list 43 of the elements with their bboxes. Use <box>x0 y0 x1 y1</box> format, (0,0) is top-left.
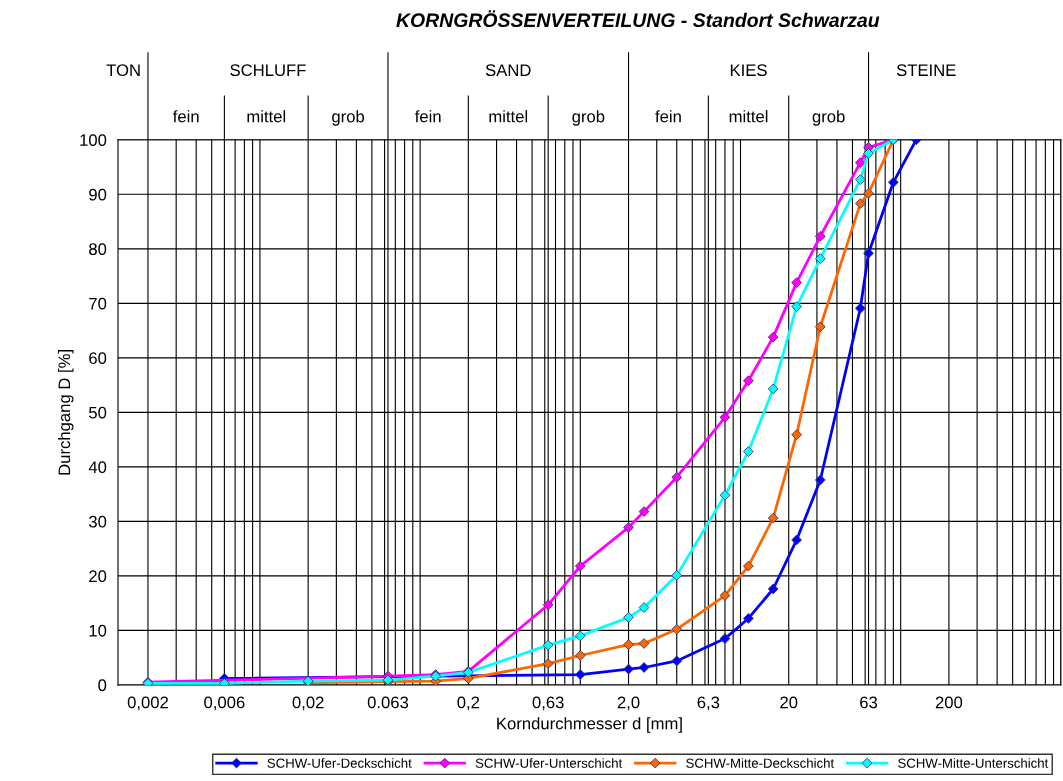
text: grob <box>572 110 605 126</box>
text: fein <box>172 110 199 123</box>
text: fein <box>414 110 441 123</box>
text: grob <box>332 110 365 126</box>
y-axis-title: Durchgang D [%] <box>57 350 74 475</box>
x-tick-label: 20 <box>780 696 798 709</box>
chart-title: KORNGRÖSSENVERTEILUNG - Standort Schwarzau <box>396 10 880 28</box>
y-tick-label: 50 <box>89 406 107 419</box>
x-tick-label: 0,006 <box>204 696 245 711</box>
text: SAND <box>485 64 531 77</box>
text: STEINE <box>896 64 956 77</box>
legend-label: SCHW-Mitte-Unterschicht <box>898 758 1049 768</box>
y-tick-label: 0 <box>98 679 107 692</box>
legend-label: SCHW-Ufer-Unterschicht <box>475 758 623 768</box>
text: mittel <box>729 110 768 123</box>
y-tick-label: 90 <box>89 188 107 201</box>
text: mittel <box>247 110 286 123</box>
text: grob <box>812 110 845 126</box>
x-tick-label: 2,0 <box>617 696 640 711</box>
y-tick-label: 60 <box>89 352 107 365</box>
x-tick-label: 0,63 <box>532 696 564 711</box>
y-tick-label: 100 <box>80 134 107 146</box>
x-axis-title: Korndurchmesser d [mm] <box>497 717 682 733</box>
x-tick-label: 0.063 <box>367 696 409 709</box>
x-tick-label: 63 <box>860 696 878 709</box>
x-tick-label: 6,3 <box>697 696 720 711</box>
text: fein <box>655 110 681 123</box>
y-tick-label: 10 <box>89 624 107 637</box>
x-tick-label: 0,02 <box>292 696 324 711</box>
x-tick-label: 200 <box>935 696 963 709</box>
y-tick-label: 20 <box>89 570 107 583</box>
text: TON <box>106 64 140 77</box>
y-tick-label: 40 <box>88 461 107 474</box>
text: SCHLUFF <box>230 64 306 77</box>
text: KIES <box>730 64 767 77</box>
y-tick-label: 70 <box>89 297 107 310</box>
y-tick-label: 80 <box>89 243 107 256</box>
x-tick-label: 0,2 <box>457 696 480 711</box>
text: mittel <box>489 110 528 123</box>
legend-label: SCHW-Mitte-Deckschicht <box>686 758 835 768</box>
x-tick-label: 0,002 <box>127 696 168 711</box>
y-tick-label: 30 <box>88 515 107 528</box>
legend-label: SCHW-Ufer-Deckschicht <box>267 758 412 768</box>
